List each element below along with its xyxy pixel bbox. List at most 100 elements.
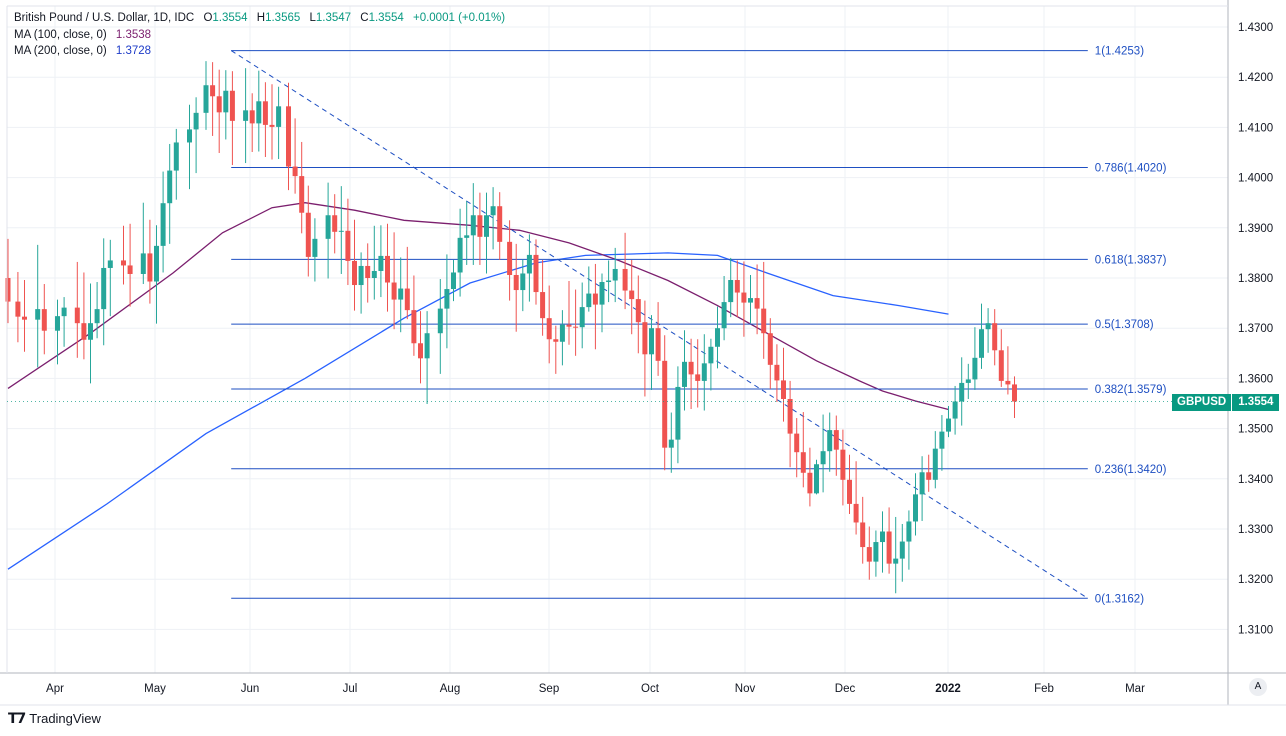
candle[interactable]: [827, 412, 833, 472]
candle[interactable]: [160, 171, 166, 273]
candle[interactable]: [893, 516, 899, 594]
candle[interactable]: [332, 194, 338, 254]
candle[interactable]: [814, 459, 819, 495]
candle[interactable]: [635, 275, 641, 354]
candle[interactable]: [490, 187, 496, 250]
candle[interactable]: [573, 289, 579, 356]
candle[interactable]: [708, 338, 714, 391]
candle[interactable]: [559, 310, 565, 366]
candle[interactable]: [622, 232, 628, 310]
candle[interactable]: [507, 220, 513, 301]
candle[interactable]: [173, 128, 179, 200]
candle[interactable]: [286, 82, 291, 191]
candle[interactable]: [866, 526, 872, 580]
candle[interactable]: [886, 507, 892, 574]
candle[interactable]: [345, 198, 351, 286]
candle[interactable]: [606, 260, 612, 303]
candle[interactable]: [688, 338, 694, 410]
candle[interactable]: [833, 415, 839, 476]
candle[interactable]: [203, 61, 209, 130]
candle[interactable]: [358, 252, 364, 314]
candle[interactable]: [787, 380, 793, 468]
candle[interactable]: [586, 266, 592, 312]
candle[interactable]: [312, 218, 318, 282]
candle[interactable]: [107, 239, 113, 317]
candle[interactable]: [880, 511, 885, 573]
candle[interactable]: [932, 431, 938, 489]
candle[interactable]: [55, 299, 60, 365]
candle[interactable]: [451, 259, 456, 302]
candle[interactable]: [926, 454, 932, 492]
candle[interactable]: [919, 456, 925, 521]
candle[interactable]: [276, 86, 282, 160]
auto-scale-button[interactable]: A: [1249, 678, 1267, 696]
candle[interactable]: [88, 283, 93, 384]
candle[interactable]: [629, 259, 635, 335]
candle[interactable]: [262, 82, 268, 158]
candle[interactable]: [41, 284, 47, 355]
candle[interactable]: [352, 219, 357, 311]
candle[interactable]: [74, 261, 80, 358]
candle[interactable]: [748, 274, 753, 324]
candle[interactable]: [210, 62, 216, 136]
candle[interactable]: [800, 412, 806, 488]
candle[interactable]: [695, 339, 701, 408]
candle[interactable]: [540, 259, 546, 336]
candle[interactable]: [860, 496, 866, 564]
tradingview-logo[interactable]: 𝗧𝟳 TradingView: [8, 710, 101, 727]
candle[interactable]: [497, 192, 503, 260]
candle[interactable]: [992, 309, 998, 366]
candle[interactable]: [470, 183, 476, 265]
candle[interactable]: [187, 104, 192, 190]
candle[interactable]: [655, 302, 661, 376]
candle[interactable]: [371, 225, 377, 300]
candle[interactable]: [216, 69, 222, 154]
candle[interactable]: [269, 84, 275, 160]
candle[interactable]: [682, 330, 687, 411]
candle[interactable]: [61, 297, 67, 347]
candle[interactable]: [761, 261, 767, 359]
candle[interactable]: [464, 201, 470, 265]
candle[interactable]: [774, 344, 780, 402]
candle[interactable]: [477, 192, 483, 265]
candle[interactable]: [899, 523, 905, 582]
candle[interactable]: [101, 238, 107, 346]
candle[interactable]: [662, 335, 668, 471]
candle[interactable]: [526, 234, 532, 302]
candle[interactable]: [853, 461, 859, 535]
candle[interactable]: [952, 385, 958, 435]
candle[interactable]: [767, 318, 773, 389]
candle[interactable]: [642, 300, 648, 397]
candle[interactable]: [668, 412, 674, 473]
candle[interactable]: [299, 141, 305, 234]
candle[interactable]: [701, 334, 707, 411]
candle[interactable]: [193, 97, 199, 174]
candle[interactable]: [946, 406, 951, 438]
candle[interactable]: [5, 238, 11, 324]
candle[interactable]: [338, 186, 344, 274]
candle[interactable]: [840, 429, 846, 506]
candle[interactable]: [741, 261, 747, 337]
candle[interactable]: [121, 225, 126, 285]
candle[interactable]: [913, 473, 918, 536]
candle[interactable]: [715, 306, 720, 369]
candle[interactable]: [513, 243, 519, 332]
candle[interactable]: [781, 347, 786, 422]
candle[interactable]: [734, 260, 740, 318]
candle[interactable]: [154, 225, 159, 324]
candle[interactable]: [721, 275, 727, 341]
candle[interactable]: [985, 308, 991, 353]
candle[interactable]: [979, 303, 984, 369]
candle[interactable]: [612, 247, 618, 303]
candle[interactable]: [243, 68, 249, 164]
candle[interactable]: [847, 454, 852, 514]
candle[interactable]: [385, 223, 390, 312]
candle[interactable]: [229, 71, 235, 166]
candle[interactable]: [305, 185, 311, 277]
candle[interactable]: [1012, 376, 1017, 419]
candle[interactable]: [592, 263, 598, 350]
candle[interactable]: [965, 363, 971, 399]
candle[interactable]: [424, 311, 430, 405]
legend-ma100-row[interactable]: MA (100, close, 0) 1.3538: [14, 27, 505, 44]
candle[interactable]: [249, 93, 255, 152]
